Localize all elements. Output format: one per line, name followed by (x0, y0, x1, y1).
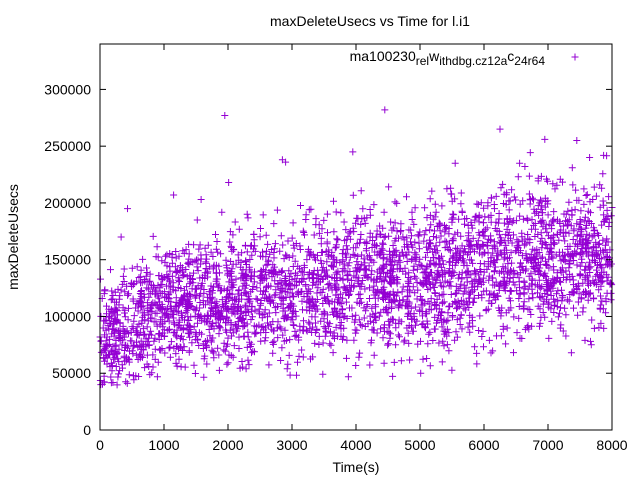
y-axis-label: maxDeleteUsecs (5, 184, 21, 290)
legend-marker (571, 53, 579, 61)
x-tick-label: 6000 (468, 437, 499, 453)
x-tick-label: 0 (96, 437, 104, 453)
y-tick-label: 200000 (44, 195, 91, 211)
data-point-outlier (573, 137, 581, 144)
data-point-outlier (586, 154, 594, 162)
data-point-outlier (225, 179, 233, 187)
x-tick-label: 1000 (148, 437, 179, 453)
legend-label-part: ithdbg.cz12a (439, 54, 507, 68)
x-tick-label: 7000 (532, 437, 563, 453)
y-tick-label: 250000 (44, 138, 91, 154)
data-point-outlier (197, 196, 205, 204)
y-axis-ticks: 0 50000 100000 150000 200000 250000 300000 (44, 81, 612, 438)
data-point-outlier (282, 158, 290, 166)
data-point-outlier (170, 191, 178, 199)
legend-label: ma100230relwithdbg.cz12ac24r64 (350, 48, 546, 68)
legend-label-part: w (428, 48, 440, 64)
data-point-outlier (117, 233, 125, 241)
data-point-outlier (124, 205, 132, 213)
y-tick-label: 0 (83, 422, 91, 438)
y-tick-label: 150000 (44, 252, 91, 268)
data-points (96, 106, 616, 389)
data-point-outlier (349, 148, 357, 156)
x-tick-label: 8000 (596, 437, 627, 453)
y-tick-label: 50000 (52, 365, 91, 381)
legend-label-part: c (507, 48, 514, 64)
chart-title: maxDeleteUsecs vs Time for l.i1 (270, 13, 470, 29)
data-point-outlier (451, 159, 459, 167)
legend: ma100230relwithdbg.cz12ac24r64 (350, 48, 579, 68)
data-point-outlier (541, 135, 549, 143)
data-point-outlier (496, 125, 504, 133)
data-point-outlier (381, 106, 389, 114)
data-point-outlier (221, 112, 229, 120)
x-axis-ticks: 0 1000 2000 3000 4000 5000 6000 7000 8000 (96, 44, 628, 453)
plot-frame (99, 43, 613, 431)
x-tick-label: 2000 (212, 437, 243, 453)
y-tick-label: 100000 (44, 308, 91, 324)
legend-label-part: ma100230 (350, 48, 416, 64)
x-axis-label: Time(s) (333, 459, 380, 475)
legend-label-part: 24r64 (514, 54, 545, 68)
x-tick-label: 4000 (340, 437, 371, 453)
legend-marker-symbol (571, 53, 579, 61)
legend-label-part: rel (416, 54, 429, 68)
data-point-outlier (193, 216, 201, 224)
x-tick-label: 3000 (276, 437, 307, 453)
data-point-cloud (96, 149, 616, 389)
y-tick-label: 300000 (44, 81, 91, 97)
x-tick-label: 5000 (404, 437, 435, 453)
